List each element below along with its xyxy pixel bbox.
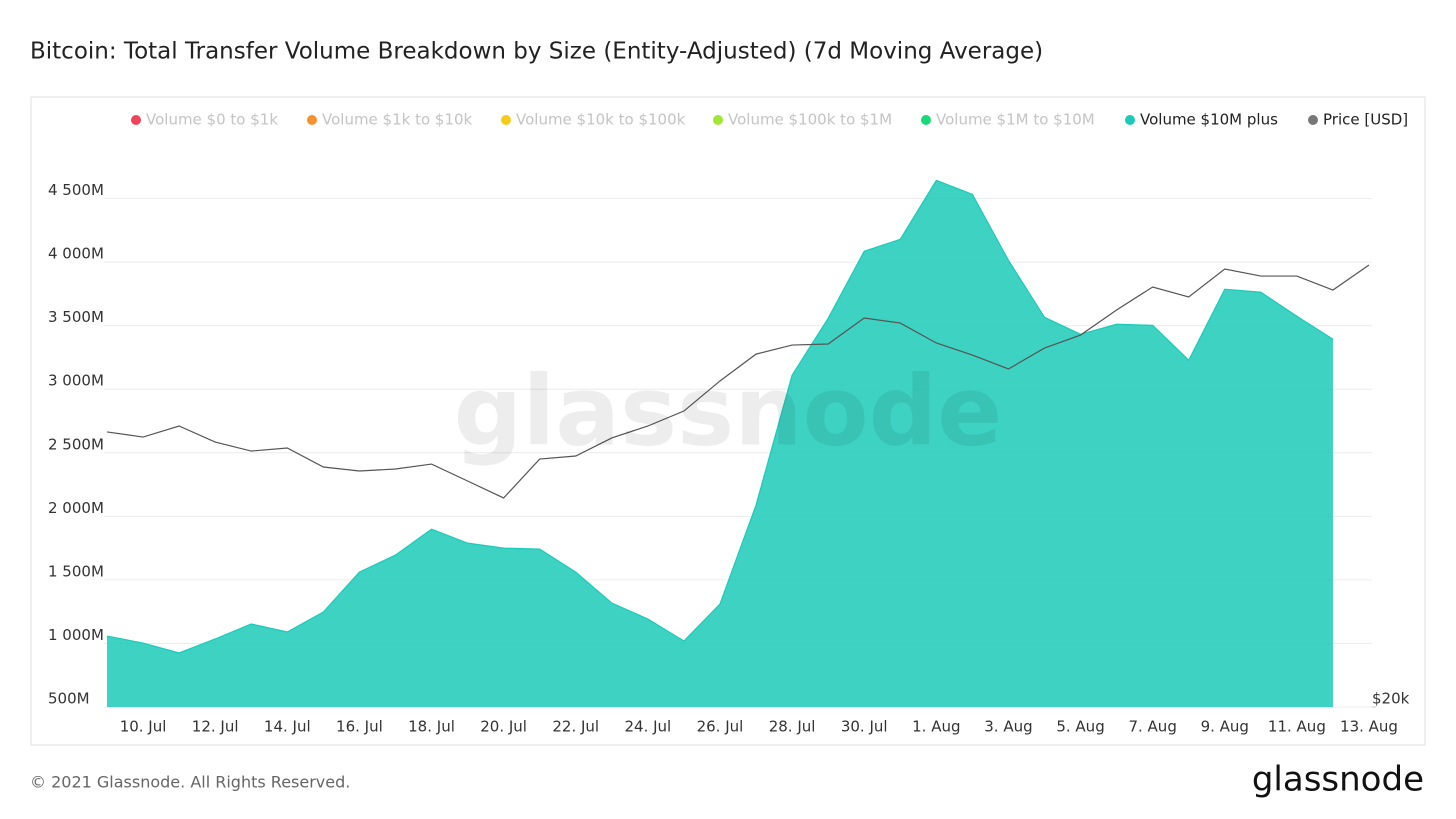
legend-swatch (921, 115, 931, 125)
legend-label: Volume $100k to $1M (728, 111, 892, 129)
legend-label: Volume $1M to $10M (936, 111, 1095, 129)
x-tick-label: 3. Aug (984, 718, 1032, 736)
x-tick-label: 1. Aug (912, 718, 960, 736)
chart-title: Bitcoin: Total Transfer Volume Breakdown… (30, 39, 1043, 65)
footer: © 2021 Glassnode. All Rights Reserved. (30, 773, 350, 792)
legend-swatch (131, 115, 141, 125)
x-tick-label: 7. Aug (1128, 718, 1176, 736)
logo: glassnode (1252, 760, 1424, 800)
legend-label: Volume $1k to $10k (322, 111, 473, 129)
y2-tick-label: $20k (1372, 690, 1410, 708)
y-tick-label: 1 000M (48, 626, 104, 644)
legend-swatch (713, 115, 723, 125)
y-tick-label: 2 000M (48, 499, 104, 517)
legend-swatch (501, 115, 511, 125)
x-tick-label: 18. Jul (408, 718, 455, 736)
x-tick-label: 22. Jul (552, 718, 599, 736)
x-tick-label: 13. Aug (1340, 718, 1398, 736)
y-tick-label: 4 000M (48, 245, 104, 263)
legend-label: Volume $10M plus (1140, 111, 1278, 129)
x-tick-label: 14. Jul (264, 718, 311, 736)
x-tick-label: 26. Jul (697, 718, 744, 736)
watermark: glassnode (454, 355, 1003, 467)
x-tick-label: 16. Jul (336, 718, 383, 736)
x-tick-label: 30. Jul (841, 718, 888, 736)
x-tick-label: 28. Jul (769, 718, 816, 736)
x-tick-label: 9. Aug (1201, 718, 1249, 736)
y-tick-label: 3 000M (48, 372, 104, 390)
plot: 500M 1 000M 1 500M 2 000M 2 500M 3 000M 3 500M… (48, 111, 1410, 736)
y-tick-label: 1 500M (48, 562, 104, 580)
chart-frame (30, 96, 1426, 746)
legend-label: Price [USD] (1323, 111, 1408, 129)
legend-swatch (307, 115, 317, 125)
x-tick-label: 20. Jul (480, 718, 527, 736)
price-line (106, 264, 1370, 499)
y-tick-label: 500M (48, 690, 90, 708)
y-tick-label: 3 500M (48, 308, 104, 326)
x-tick-label: 11. Aug (1268, 718, 1326, 736)
x-tick-label: 10. Jul (120, 718, 167, 736)
x-tick-label: 5. Aug (1056, 718, 1104, 736)
y-tick-label: 2 500M (48, 435, 104, 453)
legend-label: Volume $10k to $100k (516, 111, 686, 129)
legend-swatch (1308, 115, 1318, 125)
x-tick-label: 24. Jul (624, 718, 671, 736)
x-tick-label: 12. Jul (192, 718, 239, 736)
area-outline (106, 179, 1334, 654)
area (107, 180, 1333, 707)
legend-label: Volume $0 to $1k (146, 111, 278, 129)
legend-swatch (1125, 115, 1135, 125)
y-tick-label: 4 500M (48, 181, 104, 199)
